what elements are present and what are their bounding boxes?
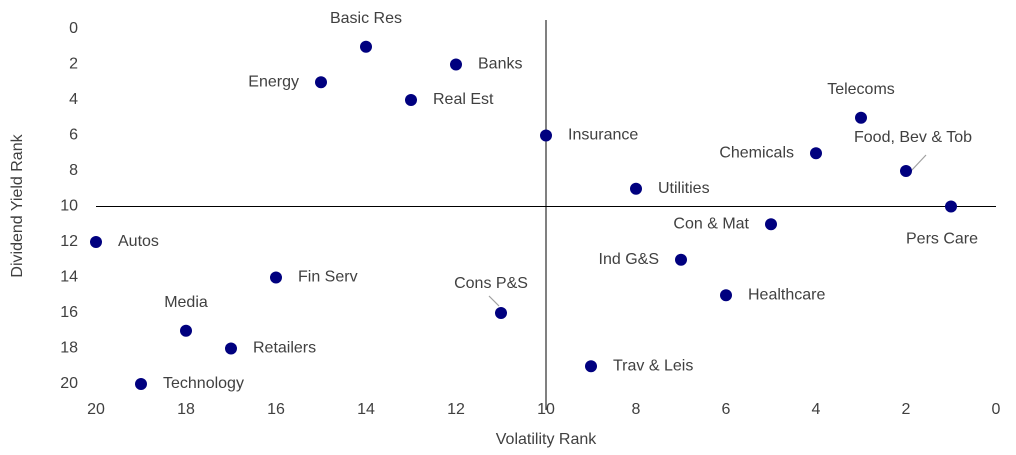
x-tick-label: 14: [357, 401, 375, 418]
x-tick-label: 0: [992, 401, 1001, 418]
point: [135, 378, 147, 390]
point-label: Media: [164, 294, 208, 311]
point-label: Healthcare: [748, 286, 825, 303]
point: [900, 165, 912, 177]
point: [765, 218, 777, 231]
y-tick-label: 20: [60, 375, 78, 392]
point: [90, 236, 102, 248]
y-tick-label: 8: [69, 162, 78, 179]
point-label: Con & Mat: [673, 215, 749, 232]
point-label: Chemicals: [719, 144, 794, 161]
point: [720, 289, 732, 302]
point-label: Telecoms: [827, 81, 895, 98]
x-tick-label: 12: [447, 401, 465, 418]
leader-line: [910, 154, 927, 172]
x-tick-label: 8: [632, 401, 641, 418]
point-label: Pers Care: [906, 231, 978, 248]
x-tick-label: 4: [812, 401, 821, 418]
point-label: Fin Serv: [298, 269, 358, 286]
y-tick-label: 14: [60, 269, 78, 286]
point: [945, 200, 957, 213]
point: [495, 307, 507, 319]
y-tick-label: 0: [69, 20, 78, 37]
point-label: Autos: [118, 233, 159, 250]
point: [675, 253, 687, 266]
point: [585, 360, 597, 373]
y-tick-label: 18: [60, 340, 78, 357]
point: [405, 94, 417, 106]
point-label: Banks: [478, 56, 522, 73]
point-label: Ind G&S: [599, 251, 659, 268]
point-label: Technology: [163, 375, 244, 392]
y-tick-label: 4: [69, 91, 78, 108]
point-label: Food, Bev & Tob: [854, 129, 972, 146]
x-tick-label: 2: [902, 401, 911, 418]
point: [225, 342, 237, 355]
point: [270, 271, 282, 284]
point-label: Basic Res: [330, 10, 402, 27]
point-label: Utilities: [658, 180, 710, 197]
y-tick-label: 12: [60, 233, 78, 250]
x-tick-label: 18: [177, 401, 195, 418]
point: [810, 147, 822, 160]
point: [180, 324, 192, 337]
point: [855, 111, 867, 124]
y-tick-label: 2: [69, 56, 78, 73]
point-label: Insurance: [568, 127, 638, 144]
point-label: Retailers: [253, 340, 316, 357]
y-tick-label: 16: [60, 304, 78, 321]
point-label: Real Est: [433, 91, 494, 108]
x-tick-label: 20: [87, 401, 105, 418]
point-label: Energy: [248, 73, 299, 90]
point: [450, 58, 462, 71]
y-axis-title: Dividend Yield Rank: [9, 133, 26, 277]
x-tick-label: 10: [537, 401, 555, 418]
point-label: Trav & Leis: [613, 357, 693, 374]
x-tick-label: 16: [267, 401, 285, 418]
y-tick-label: 10: [60, 198, 78, 215]
x-axis-title: Volatility Rank: [496, 431, 597, 448]
leader-line: [488, 295, 500, 307]
y-tick-label: 6: [69, 127, 78, 144]
point: [315, 76, 327, 89]
point: [540, 129, 552, 142]
point: [360, 40, 372, 53]
point-label: Cons P&S: [454, 275, 528, 292]
x-tick-label: 6: [722, 401, 731, 418]
point: [630, 182, 642, 195]
